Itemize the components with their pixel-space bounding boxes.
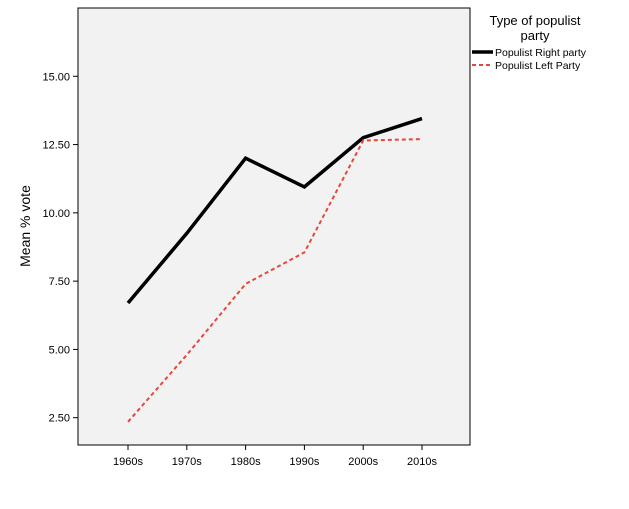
x-tick-label: 2000s bbox=[348, 456, 378, 468]
legend: Type of populist party Populist Right pa… bbox=[472, 13, 587, 72]
y-axis-label: Mean % vote bbox=[17, 185, 33, 267]
y-tick-label: 5.00 bbox=[49, 344, 70, 356]
y-tick-label: 12.50 bbox=[42, 140, 70, 152]
legend-label: Populist Left Party bbox=[495, 60, 581, 72]
y-axis-ticks: 2.50 5.00 7.50 10.00 12.50 15.00 bbox=[42, 71, 78, 425]
series-line-populist-right bbox=[126, 116, 423, 305]
x-tick-label: 1990s bbox=[289, 456, 319, 468]
legend-title-line1: Type of populist bbox=[489, 13, 580, 28]
y-tick-label: 10.00 bbox=[42, 208, 70, 220]
x-tick-label: 2010s bbox=[407, 456, 437, 468]
x-tick-label: 1960s bbox=[113, 456, 143, 468]
series-lines bbox=[126, 116, 423, 423]
legend-label: Populist Right party bbox=[495, 47, 587, 59]
x-tick-label: 1980s bbox=[231, 456, 261, 468]
x-tick-label: 1970s bbox=[172, 456, 202, 468]
plot-area bbox=[77, 7, 471, 446]
x-axis-ticks: 1960s 1970s 1980s 1990s 2000s 2010s bbox=[113, 445, 437, 468]
y-tick-label: 15.00 bbox=[42, 71, 70, 83]
y-tick-label: 7.50 bbox=[49, 276, 70, 288]
legend-title-line2: party bbox=[521, 28, 550, 43]
y-tick-label: 2.50 bbox=[49, 413, 70, 425]
